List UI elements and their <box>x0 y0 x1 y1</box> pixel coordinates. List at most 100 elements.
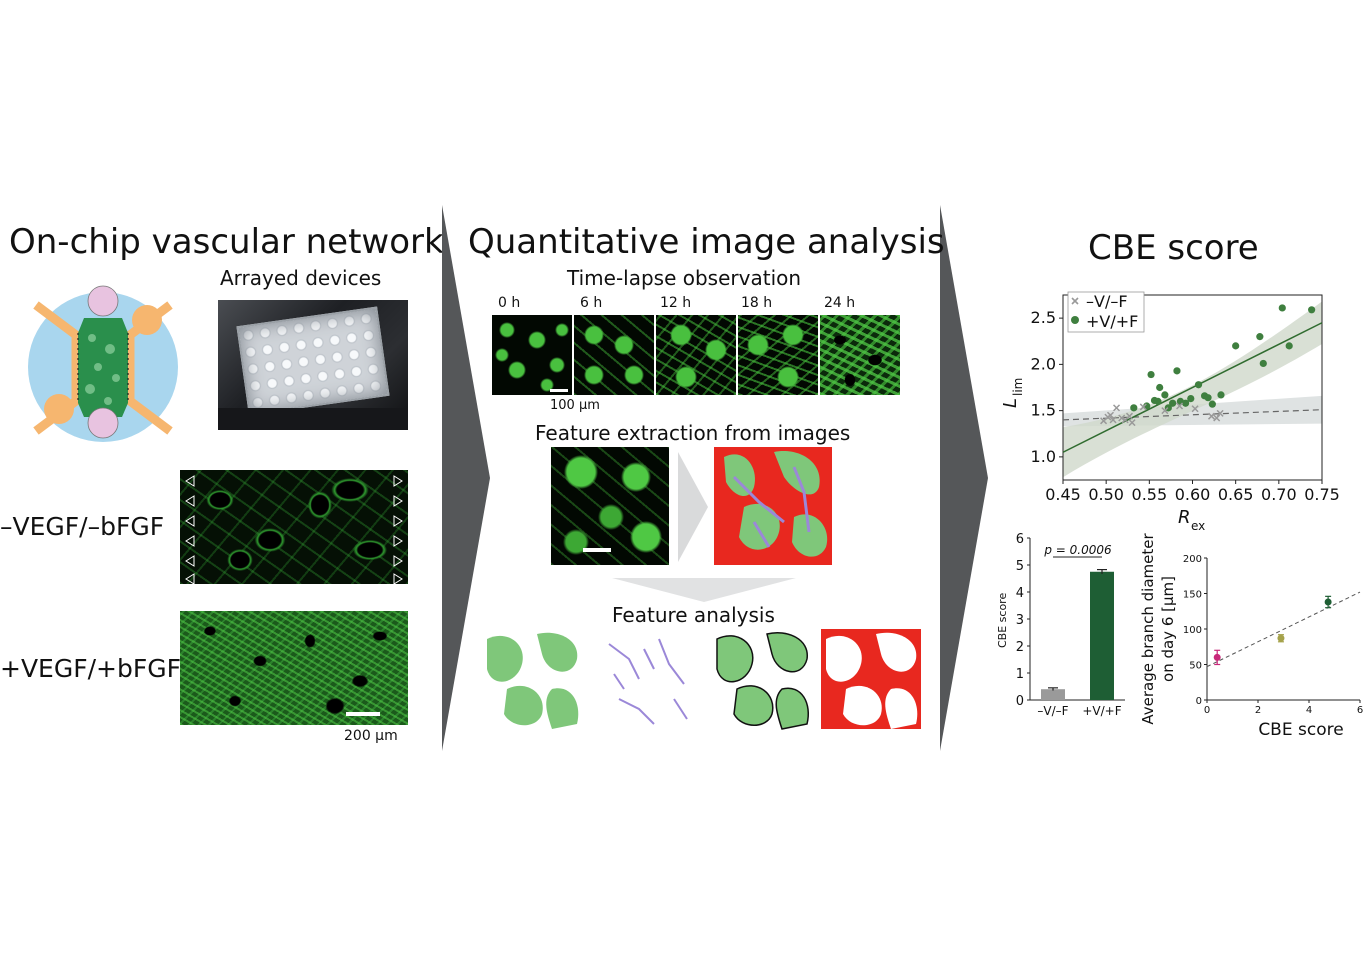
data-point-plus <box>1278 304 1286 312</box>
x-tick-label: 0.45 <box>1045 485 1081 504</box>
time-label-4: 24 h <box>824 295 856 311</box>
extraction-arrow <box>678 452 708 562</box>
category-label: +V/+F <box>1082 704 1121 718</box>
y-tick-label: 50 <box>1189 661 1202 672</box>
timelapse-frame-12h <box>656 315 736 395</box>
extraction-source-image <box>551 447 669 565</box>
separator-arrow-2 <box>940 205 988 751</box>
timelapse-frame-24h <box>820 315 900 395</box>
y-tick-label: 6 <box>1016 532 1024 547</box>
bar <box>1090 571 1114 700</box>
data-point-plus <box>1217 391 1225 399</box>
analysis-map-area <box>482 629 582 729</box>
arrayed-devices-label: Arrayed devices <box>220 266 382 290</box>
analysis-arrow <box>612 578 796 602</box>
data-point-plus <box>1181 399 1190 407</box>
x-axis-label-subscript: ex <box>1191 519 1205 533</box>
category-label: –V/–F <box>1037 704 1068 718</box>
time-label-1: 6 h <box>580 295 603 311</box>
y-tick-label: 100 <box>1183 625 1202 636</box>
vessel-image-plus <box>180 611 408 725</box>
separator-arrow-1 <box>442 205 490 751</box>
timelapse-frame-18h <box>738 315 818 395</box>
legend-label-minus: –V/–F <box>1086 292 1128 311</box>
data-point-plus <box>1130 404 1138 412</box>
data-point-minus <box>1125 412 1134 420</box>
y-tick-label: 5 <box>1016 559 1024 574</box>
x-tick-label: 2 <box>1255 705 1261 716</box>
x-axis-label: R <box>1178 507 1191 528</box>
data-point-plus <box>1161 391 1169 399</box>
x-tick-label: 0.65 <box>1218 485 1254 504</box>
x-tick-label: 0.60 <box>1175 485 1211 504</box>
right-panel-title: CBE score <box>1088 228 1259 268</box>
extraction-label: Feature extraction from images <box>535 421 851 445</box>
data-point-plus <box>1154 397 1162 405</box>
fit-line <box>1206 591 1361 668</box>
data-point-minus <box>1216 409 1224 417</box>
y-tick-label: 1.0 <box>1031 447 1056 466</box>
data-point-minus <box>1213 414 1221 422</box>
condition-plus-label: +VEGF/+bFGF <box>0 654 181 683</box>
middle-panel-title: Quantitative image analysis <box>468 222 945 262</box>
timelapse-label: Time-lapse observation <box>567 266 802 290</box>
fit-line-plus <box>1062 322 1323 453</box>
time-label-3: 18 h <box>741 295 773 311</box>
legend-box <box>1067 291 1145 333</box>
data-point-plus <box>1194 381 1203 389</box>
data-point-plus <box>1147 370 1155 379</box>
data-point-plus <box>1308 306 1316 314</box>
y-axis-label-subscript: lim <box>1011 378 1025 396</box>
x-tick-label: 0.55 <box>1132 485 1168 504</box>
legend-label-plus: +V/+F <box>1086 312 1138 331</box>
legend-marker-minus <box>1071 297 1079 305</box>
data-point-minus <box>1176 402 1184 410</box>
cbe-score-bar-chart: 0 1 2 3 4 5 6 –V/–F +V/+F p = 0.0006 CBE score <box>996 532 1125 718</box>
y-axis-label-group: CBE score <box>996 593 1009 648</box>
y-tick-label: 150 <box>1183 590 1202 601</box>
timelapse-frame-0h <box>492 315 572 395</box>
y-axis-label-line-1: Average branch diameter <box>1139 533 1157 725</box>
bar <box>1041 689 1065 700</box>
data-point <box>1324 598 1332 606</box>
data-point <box>1213 653 1221 661</box>
y-tick-label: 200 <box>1183 554 1202 565</box>
data-point-plus <box>1232 342 1240 350</box>
left-scale-bar-label: 200 µm <box>344 728 398 744</box>
analysis-label: Feature analysis <box>612 603 775 627</box>
y-tick-label: 0 <box>1196 696 1202 707</box>
p-value-annotation: p = 0.0006 <box>1043 543 1112 557</box>
data-point-minus <box>1128 419 1136 427</box>
chip-diagram <box>28 285 178 442</box>
data-point-plus <box>1169 399 1177 407</box>
x-tick-label: 6 <box>1357 705 1363 716</box>
y-tick-label: 1 <box>1016 667 1024 682</box>
extraction-segmented-image <box>714 447 832 565</box>
y-axis-label: L <box>1000 398 1021 408</box>
data-point <box>1277 634 1285 642</box>
data-point-plus <box>1204 394 1212 402</box>
data-point-minus <box>1139 403 1147 411</box>
analysis-map-contour <box>712 629 812 730</box>
y-tick-label: 1.5 <box>1031 401 1056 420</box>
x-tick-label: 0.50 <box>1088 485 1124 504</box>
y-axis-label-group: Average branch diameter on day 6 [µm] <box>1139 533 1177 725</box>
y-tick-label: 2.0 <box>1031 354 1056 373</box>
x-tick-label: 4 <box>1306 705 1312 716</box>
analysis-map-branch <box>599 629 699 729</box>
ci-band-plus <box>1063 301 1322 478</box>
y-tick-label: 2 <box>1016 640 1024 655</box>
x-axis-label: CBE score <box>1258 720 1343 740</box>
legend-marker-plus <box>1071 316 1079 324</box>
data-point-plus <box>1187 395 1195 403</box>
x-tick-label: 0 <box>1204 705 1210 716</box>
middle-scale-bar-label: 100 µm <box>550 398 600 413</box>
vessel-image-minus <box>180 470 408 584</box>
time-label-0: 0 h <box>498 295 521 311</box>
left-panel-title: On-chip vascular network <box>9 222 444 262</box>
timelapse-frame-6h <box>574 315 654 395</box>
x-tick-label: 0.70 <box>1261 485 1297 504</box>
data-point-minus <box>1161 407 1169 415</box>
y-axis-label-line-2: on day 6 [µm] <box>1159 576 1177 682</box>
